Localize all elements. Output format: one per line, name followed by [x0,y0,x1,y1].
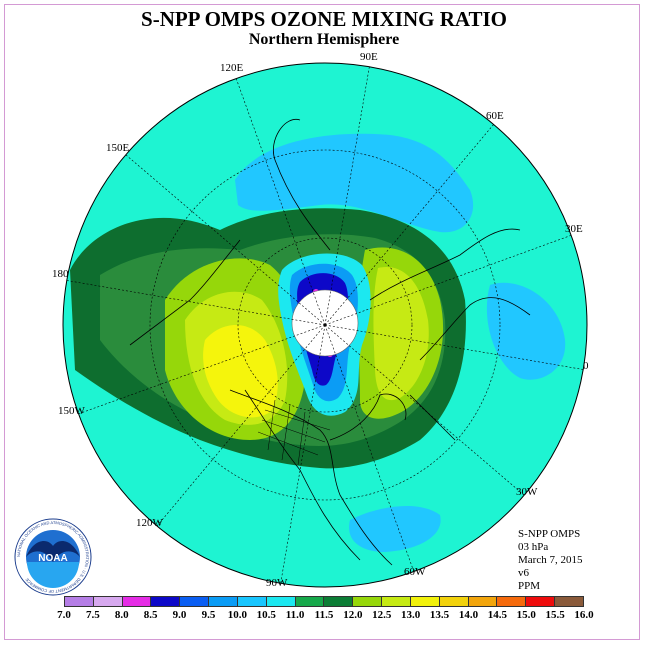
colorbar-ticks: 7.0 7.5 8.0 8.5 9.0 9.5 10.0 10.5 11.0 11.5 12.0 12… [57,609,594,623]
colorbar-swatch [353,597,383,606]
contour-band-12.5 [373,267,429,401]
colorbar-swatch [526,597,556,606]
coastline-north-america [229,389,393,566]
colorbar-tick-label: 11.5 [314,609,334,621]
graticule [63,63,587,587]
colorbar-swatch [151,597,181,606]
lon-label-90w: 90W [266,577,288,589]
coastline-eurasia [369,228,521,301]
lon-label-30w: 30W [516,486,538,498]
lon-label-150e: 150E [106,142,130,154]
colorbar-swatch [382,597,411,606]
colorbar [64,596,584,607]
page-subtitle: Northern Hemisphere [248,31,400,48]
colorbar-swatch [497,597,527,606]
logo-text: NOAA [38,553,67,564]
logo-bird [26,540,80,562]
map-boundary [62,62,588,588]
colorbar-tick-label: 14.5 [487,609,507,621]
colorbar-tick-label: 8.0 [114,609,129,621]
info-units: PPM [518,580,541,592]
colorbar-tick-label: 12.0 [343,609,363,621]
low-ozone-region [349,505,441,552]
state-lines [257,399,331,466]
colorbar-tick-label: 10.0 [227,609,247,621]
info-date: March 7, 2015 [518,554,583,566]
colorbar-swatch [324,597,354,606]
meridian-180 [63,279,326,326]
lon-label-90e: 90E [360,51,378,63]
coastline-europe [419,297,531,361]
lon-label-30e: 30E [565,223,583,235]
colorbar-tick-label: 13.0 [401,609,421,621]
high-ozone-region [203,325,278,418]
ozone-field [63,63,587,587]
colorbar-swatch [122,597,152,606]
colorbar-tick-label: 15.0 [516,609,536,621]
coastline-greenland [329,393,407,441]
lon-label-60w: 60W [404,566,426,578]
colorbar-tick-label: 16.0 [574,609,594,621]
coastline-alaska [129,239,241,346]
low-ozone-region [235,133,474,233]
colorbar-tick-label: 7.0 [57,609,71,621]
colorbar-tick-label: 15.5 [545,609,565,621]
colorbar-tick-label: 11.0 [285,609,305,621]
coastlines [129,118,531,566]
colorbar-tick-label: 9.0 [172,609,187,621]
colorbar-tick-label: 8.5 [143,609,158,621]
colorbar-swatch [93,597,123,606]
coastline-iceland [409,394,456,441]
meridian-90w [279,324,326,587]
latitude-circle [149,149,501,501]
lon-label-0: 0 [583,360,589,372]
colorbar-swatch [65,597,94,606]
lon-label-120w: 120W [136,517,163,529]
latitude-circle [237,237,413,413]
info-version: v6 [518,567,529,579]
colorbar-swatch [410,597,440,606]
noaa-logo: NOAA NATIONAL OCEANIC AND ATMOSPHERIC AD… [14,518,92,596]
coastline-north-america [244,389,361,561]
logo-wave [27,562,79,588]
info-level: 03 hPa [518,541,549,553]
colorbar-swatch [237,597,267,606]
colorbar-tick-label: 7.5 [86,609,100,621]
admin-boundaries [257,399,331,466]
colorbar-swatch [555,597,583,606]
colorbar-swatch [439,597,469,606]
page-frame [4,4,640,640]
colorbar-tick-label: 13.5 [429,609,450,621]
page-title: S-NPP OMPS OZONE MIXING RATIO [141,7,507,31]
colorbar-swatch [468,597,498,606]
meridian-0 [324,324,587,371]
map-info-block: S-NPP OMPS 03 hPa March 7, 2015 v6 PPM [518,528,582,593]
low-ozone-region [486,282,566,380]
colorbar-tick-label: 14.0 [458,609,479,621]
colorbar-tick-label: 12.5 [372,609,392,621]
lon-label-180: 180 [52,268,69,280]
meridian-90e [324,63,371,326]
info-instrument: S-NPP OMPS [518,528,581,540]
colorbar-swatch [209,597,238,606]
polar-night-gap [291,289,359,357]
coastline-siberia [273,118,331,251]
colorbar-tick-label: 10.5 [256,609,276,621]
lon-label-120e: 120E [220,62,244,74]
lon-label-150w: 150W [58,405,85,417]
colorbar-tick-label: 9.5 [201,609,216,621]
lon-label-60e: 60E [486,110,504,122]
colorbar-swatch [266,597,296,606]
colorbar-swatch [295,597,325,606]
colorbar-swatch [180,597,210,606]
